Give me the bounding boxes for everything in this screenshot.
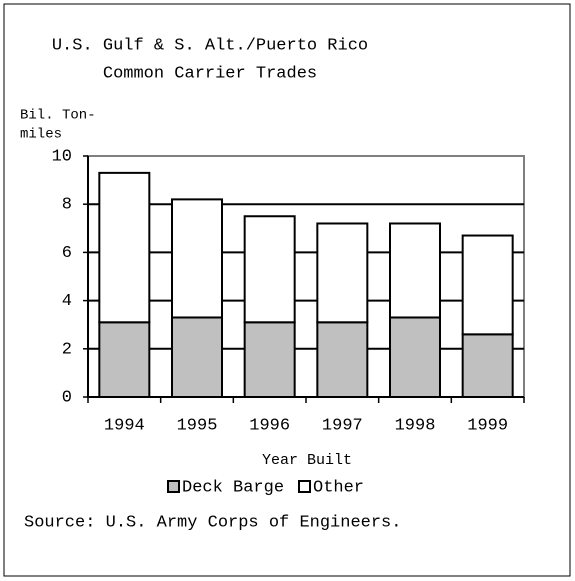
- y-tick-label: 8: [62, 196, 72, 215]
- x-tick-label: 1997: [322, 416, 363, 435]
- bar-segment: [461, 234, 514, 336]
- bar-segment: [316, 222, 369, 324]
- bar-segment: [171, 198, 223, 319]
- bar-segment: [316, 321, 369, 399]
- x-axis-label: Year Built: [262, 452, 352, 469]
- bar-segment: [461, 333, 514, 398]
- bar-segment: [389, 222, 441, 319]
- bar-segment: [389, 316, 441, 398]
- bar-segment: [98, 171, 151, 324]
- y-axis-label: miles: [20, 127, 62, 143]
- y-tick-label: 10: [52, 147, 72, 166]
- y-tick-label: 6: [62, 244, 72, 263]
- bar-segment: [243, 215, 296, 324]
- x-tick-label: 1998: [395, 416, 436, 435]
- y-tick-label: 2: [62, 340, 72, 359]
- legend-label: Deck Barge: [182, 478, 284, 497]
- chart-title: U.S. Gulf & S. Alt./Puerto Rico: [52, 36, 368, 55]
- bar-segment: [98, 321, 151, 399]
- y-tick-label: 0: [62, 388, 72, 407]
- x-tick-label: 1999: [467, 416, 508, 435]
- x-tick-label: 1995: [177, 416, 218, 435]
- y-axis-label: Bil. Ton-: [20, 108, 96, 124]
- bar-segment: [171, 316, 223, 398]
- x-tick-label: 1994: [104, 416, 145, 435]
- legend-swatch: [298, 480, 311, 493]
- legend-label: Other: [313, 478, 364, 497]
- legend-swatch: [167, 480, 180, 493]
- chart-title: Common Carrier Trades: [103, 64, 317, 83]
- x-tick-label: 1996: [249, 416, 290, 435]
- source-note: Source: U.S. Army Corps of Engineers.: [24, 513, 401, 532]
- bar-segment: [243, 321, 296, 399]
- y-tick-label: 4: [62, 292, 72, 311]
